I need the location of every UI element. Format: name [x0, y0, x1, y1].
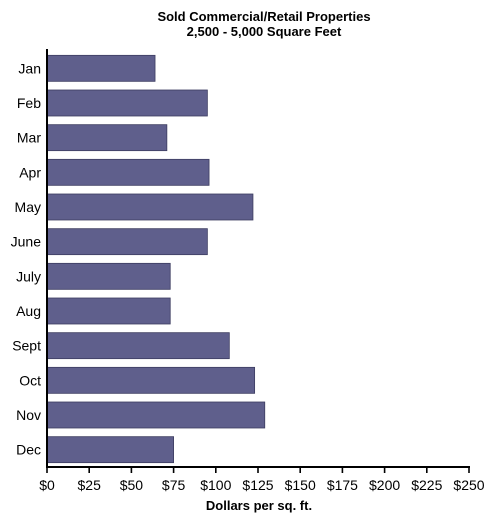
bar-july — [46, 262, 171, 290]
x-tick-label: $225 — [411, 477, 442, 493]
x-tick-label: $75 — [162, 477, 186, 493]
x-axis: $0 $25 $50 $75 $100 $125 $150 $175 $200 $225 $250 — [39, 466, 485, 493]
x-tick-label: $200 — [369, 477, 400, 493]
x-tick-label: $150 — [285, 477, 316, 493]
x-tick-label: $25 — [78, 477, 102, 493]
y-tick-label-sept: Sept — [12, 338, 41, 354]
bar-jan — [46, 54, 156, 82]
x-tick-label: $250 — [453, 477, 484, 493]
x-tick-label: $100 — [200, 477, 231, 493]
y-tick-label-aug: Aug — [16, 303, 41, 319]
bars-group — [46, 54, 266, 464]
y-tick-label-nov: Nov — [16, 407, 41, 423]
y-tick-label-july: July — [16, 268, 41, 284]
y-tick-label-may: May — [15, 199, 41, 215]
y-tick-label-apr: Apr — [19, 164, 41, 180]
y-tick-label-mar: Mar — [17, 130, 41, 146]
x-tick-label: $125 — [242, 477, 273, 493]
y-tick-label-feb: Feb — [17, 95, 41, 111]
bar-oct — [46, 366, 256, 394]
bar-aug — [46, 297, 171, 325]
y-tick-label-dec: Dec — [16, 442, 41, 458]
bar-dec — [46, 436, 174, 464]
y-tick-label-june: June — [11, 234, 42, 250]
bar-may — [46, 193, 254, 221]
bar-sept — [46, 332, 230, 360]
chart-title: Sold Commercial/Retail Properties — [157, 9, 370, 24]
bar-nov — [46, 401, 266, 429]
x-tick-label: $50 — [120, 477, 144, 493]
bar-apr — [46, 158, 210, 186]
bar-june — [46, 228, 208, 256]
bar-feb — [46, 89, 208, 117]
x-tick-label: $175 — [327, 477, 358, 493]
chart-subtitle: 2,500 - 5,000 Square Feet — [187, 24, 342, 39]
y-tick-label-jan: Jan — [18, 60, 41, 76]
x-tick-label: $0 — [39, 477, 55, 493]
x-axis-title: Dollars per sq. ft. — [206, 498, 312, 513]
y-tick-label-oct: Oct — [19, 372, 41, 388]
chart-title-group: Sold Commercial/Retail Properties 2,500 … — [157, 9, 370, 39]
bar-mar — [46, 124, 168, 152]
y-axis-labels: Jan Feb Mar Apr May June July Aug Sept Oct Nov Dec — [11, 60, 42, 457]
